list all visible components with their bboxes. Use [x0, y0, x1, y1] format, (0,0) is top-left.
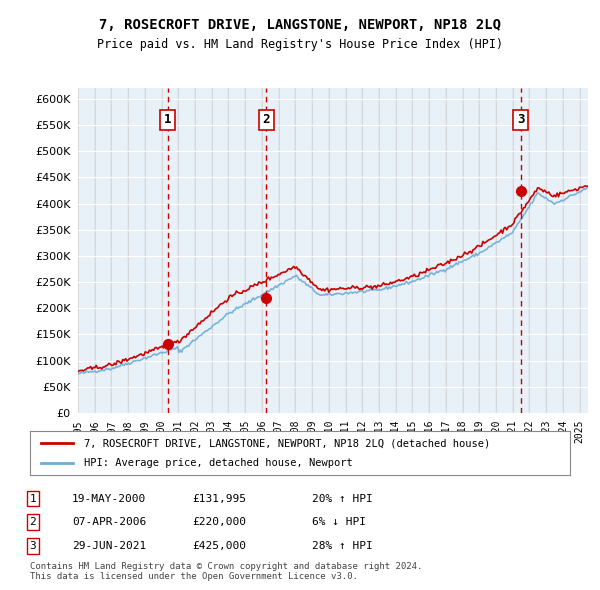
- Text: 1: 1: [164, 113, 172, 126]
- Text: 1: 1: [29, 494, 37, 503]
- Text: 19-MAY-2000: 19-MAY-2000: [72, 494, 146, 503]
- Text: 6% ↓ HPI: 6% ↓ HPI: [312, 517, 366, 527]
- Text: £425,000: £425,000: [192, 541, 246, 550]
- Text: Contains HM Land Registry data © Crown copyright and database right 2024.
This d: Contains HM Land Registry data © Crown c…: [30, 562, 422, 581]
- Text: 28% ↑ HPI: 28% ↑ HPI: [312, 541, 373, 550]
- Text: 29-JUN-2021: 29-JUN-2021: [72, 541, 146, 550]
- Text: 3: 3: [517, 113, 524, 126]
- Text: 2: 2: [29, 517, 37, 527]
- Text: HPI: Average price, detached house, Newport: HPI: Average price, detached house, Newp…: [84, 458, 353, 467]
- Text: £220,000: £220,000: [192, 517, 246, 527]
- Text: 3: 3: [29, 541, 37, 550]
- Text: 2: 2: [263, 113, 270, 126]
- Text: 07-APR-2006: 07-APR-2006: [72, 517, 146, 527]
- Text: 7, ROSECROFT DRIVE, LANGSTONE, NEWPORT, NP18 2LQ: 7, ROSECROFT DRIVE, LANGSTONE, NEWPORT, …: [99, 18, 501, 32]
- Text: 20% ↑ HPI: 20% ↑ HPI: [312, 494, 373, 503]
- Text: £131,995: £131,995: [192, 494, 246, 503]
- Text: 7, ROSECROFT DRIVE, LANGSTONE, NEWPORT, NP18 2LQ (detached house): 7, ROSECROFT DRIVE, LANGSTONE, NEWPORT, …: [84, 438, 490, 448]
- Text: Price paid vs. HM Land Registry's House Price Index (HPI): Price paid vs. HM Land Registry's House …: [97, 38, 503, 51]
